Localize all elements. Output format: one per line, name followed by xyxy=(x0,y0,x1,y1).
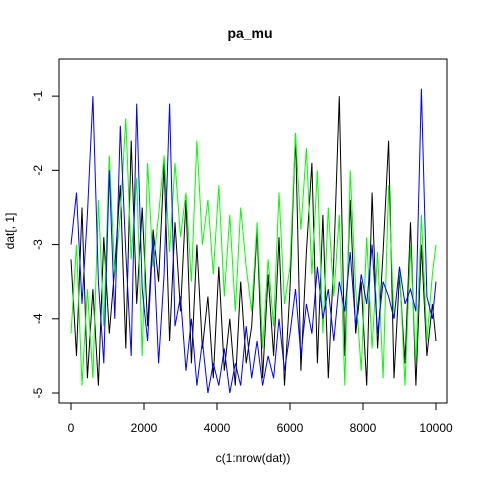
series-line-3 xyxy=(70,88,437,394)
y-tick-label: -5 xyxy=(31,387,45,398)
x-tick-label: 4000 xyxy=(204,421,231,435)
y-axis-label: dat[, 1] xyxy=(3,213,17,250)
x-axis: 0 2000 4000 6000 8000 10000 xyxy=(68,402,453,435)
y-tick-label: -3 xyxy=(31,239,45,250)
chart-title: pa_mu xyxy=(227,25,272,41)
x-tick-label: 10000 xyxy=(419,421,453,435)
y-tick-label: -1 xyxy=(31,90,45,101)
x-tick-label: 0 xyxy=(68,421,75,435)
series-line-2 xyxy=(70,118,437,386)
y-tick-label: -2 xyxy=(31,165,45,176)
x-tick-label: 6000 xyxy=(277,421,304,435)
x-tick-label: 2000 xyxy=(131,421,158,435)
series-layer xyxy=(70,88,437,394)
x-tick-label: 8000 xyxy=(350,421,377,435)
y-tick-label: -4 xyxy=(31,313,45,324)
x-axis-label: c(1:nrow(dat)) xyxy=(216,451,291,465)
y-axis: -5 -4 -3 -2 -1 xyxy=(31,90,60,398)
